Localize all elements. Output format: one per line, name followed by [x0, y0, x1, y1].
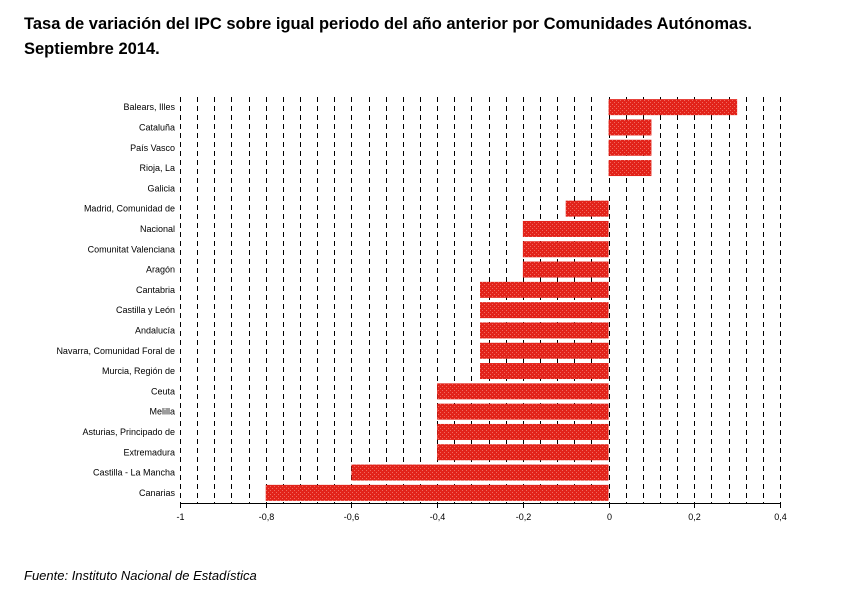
bar-17 [437, 444, 609, 461]
category-label: Extremadura [123, 447, 175, 457]
bar-2 [608, 139, 652, 156]
category-label: Castilla - La Mancha [93, 468, 175, 478]
category-label: Asturias, Principado de [82, 427, 175, 437]
source-note: Fuente: Instituto Nacional de Estadístic… [24, 568, 257, 583]
category-label: País Vasco [130, 143, 175, 153]
x-tick-label: -1 [176, 512, 184, 522]
bar-11 [480, 322, 609, 339]
x-tick-label: 0 [607, 512, 612, 522]
x-tick-label: -0,6 [344, 512, 360, 522]
chart-title-line2: Septiembre 2014. [24, 40, 160, 58]
bar-14 [437, 383, 609, 400]
gridlines [180, 97, 781, 503]
category-label: Castilla y León [116, 305, 175, 315]
category-label: Cataluña [139, 122, 175, 132]
x-tick-label: -0,8 [259, 512, 275, 522]
x-tick-label: -0,4 [430, 512, 446, 522]
bar-0 [608, 99, 738, 116]
x-tick-label: 0,2 [688, 512, 701, 522]
bar-5 [565, 200, 609, 217]
bar-6 [522, 220, 609, 237]
bar-8 [522, 261, 609, 278]
category-label: Andalucía [135, 325, 175, 335]
bar-7 [522, 241, 609, 258]
bar-1 [608, 119, 652, 136]
bar-10 [480, 302, 609, 319]
category-label: Balears, Illes [123, 102, 175, 112]
bar-15 [437, 403, 609, 420]
bar-16 [437, 423, 609, 440]
category-label: Rioja, La [139, 163, 175, 173]
category-label: Galicia [147, 183, 175, 193]
bar-18 [351, 464, 609, 481]
category-label: Canarias [139, 488, 176, 498]
x-axis: -1 -0,8 -0,6 -0,4 -0,2 0 0,2 0,4 [176, 503, 787, 522]
category-label: Cantabria [136, 285, 175, 295]
category-labels: Balears, Illes Cataluña País Vasco Rioja, L… [56, 102, 175, 498]
category-label: Aragón [146, 265, 175, 275]
category-label: Madrid, Comunidad de [84, 204, 175, 214]
category-label: Comunitat Valenciana [88, 244, 175, 254]
bar-chart: -1 -0,8 -0,6 -0,4 -0,2 0 0,2 0,4 Balears, Illes… [56, 97, 787, 522]
x-tick-label: -0,2 [516, 512, 532, 522]
bar-12 [480, 342, 609, 359]
bar-9 [480, 281, 609, 298]
bar-3 [608, 160, 652, 177]
bar-19 [265, 484, 609, 501]
category-label: Ceuta [151, 386, 175, 396]
bar-13 [480, 363, 609, 380]
category-label: Navarra, Comunidad Foral de [56, 346, 175, 356]
x-tick-label: 0,4 [774, 512, 787, 522]
category-label: Melilla [149, 407, 175, 417]
bars [265, 99, 738, 501]
category-label: Murcia, Región de [102, 366, 175, 376]
chart-title: Tasa de variación del IPC sobre igual pe… [24, 12, 839, 62]
chart-title-line1: Tasa de variación del IPC sobre igual pe… [24, 15, 752, 33]
category-label: Nacional [140, 224, 175, 234]
